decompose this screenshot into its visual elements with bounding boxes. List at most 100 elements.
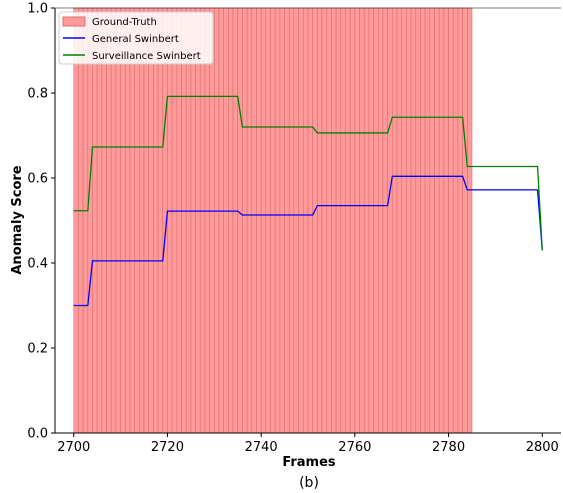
ground-truth-bar <box>406 7 412 434</box>
axes <box>54 7 561 434</box>
ground-truth-bar <box>270 7 276 434</box>
ground-truth-bar <box>326 7 332 434</box>
legend-general-swinbert-label: General Swinbert <box>92 34 179 45</box>
ground-truth-bar <box>181 7 187 434</box>
legend-surveillance-swinbert-label: Surveillance Swinbert <box>92 51 201 62</box>
y-axis-label: Anomaly Score <box>10 165 25 274</box>
ground-truth-bar <box>434 7 440 434</box>
ground-truth-bar <box>284 7 290 434</box>
series-lines <box>73 95 543 307</box>
ground-truth-bar <box>242 7 248 434</box>
general-swinbert-line <box>73 175 543 307</box>
ground-truth-bar <box>438 7 445 434</box>
y-tick-label: 0.8 <box>27 87 48 102</box>
ground-truth-bar <box>153 7 159 434</box>
ground-truth-bar <box>157 7 164 434</box>
ground-truth-bar <box>251 7 257 434</box>
ground-truth-bar <box>92 7 98 434</box>
ground-truth-bar <box>96 7 103 434</box>
ground-truth-bar <box>228 7 234 434</box>
ground-truth-bar <box>298 7 304 434</box>
ground-truth-bar <box>214 7 220 434</box>
ground-truth-bar <box>78 7 84 434</box>
y-tick-label: 1.0 <box>27 2 48 17</box>
ground-truth-bar <box>321 7 328 434</box>
x-tick-label: 2700 <box>57 440 90 455</box>
ground-truth-bar <box>293 7 299 434</box>
ground-truth-bar <box>246 7 253 434</box>
y-tick-label: 0.6 <box>27 172 48 187</box>
ground-truth-bar <box>359 7 365 434</box>
ground-truth-bar <box>401 7 407 434</box>
ground-truth-bar <box>279 7 285 434</box>
ground-truth-bar <box>237 7 243 434</box>
ground-truth-bar <box>176 7 182 434</box>
x-tick-label: 2760 <box>338 440 371 455</box>
ground-truth-bar <box>354 7 360 434</box>
ground-truth-bar <box>209 7 215 434</box>
legend-frame <box>58 11 214 65</box>
ground-truth-region <box>73 7 473 434</box>
ground-truth-bar <box>101 7 107 434</box>
ground-truth-bar <box>420 7 426 434</box>
ground-truth-bar <box>373 7 379 434</box>
ground-truth-bar <box>265 7 271 434</box>
ground-truth-bar <box>106 7 112 434</box>
ground-truth-bar <box>190 7 196 434</box>
ground-truth-bar <box>452 7 459 434</box>
ground-truth-bar <box>223 7 229 434</box>
ground-truth-bar <box>443 7 449 434</box>
ground-truth-bar <box>199 7 206 434</box>
ground-truth-bar <box>134 7 140 434</box>
ground-truth-bar <box>307 7 313 434</box>
y-tick-label: 0.2 <box>27 342 48 357</box>
ground-truth-bar <box>382 7 388 434</box>
ground-truth-bar <box>256 7 262 434</box>
ground-truth-bar <box>448 7 454 434</box>
x-tick-label: 2780 <box>432 440 465 455</box>
ground-truth-bar <box>129 7 135 434</box>
ground-truth-bar <box>124 7 131 434</box>
legend-ground-truth-swatch <box>62 16 86 27</box>
x-tick-label: 2740 <box>245 440 278 455</box>
ground-truth-bar <box>312 7 318 434</box>
ground-truth-bar <box>143 7 150 434</box>
ground-truth-bar <box>335 7 342 434</box>
ground-truth-bar <box>120 7 126 434</box>
legend: Ground-Truth General Swinbert Surveillan… <box>58 11 214 65</box>
ground-truth-bar <box>204 7 210 434</box>
y-tick-label: 0.4 <box>27 257 48 272</box>
ground-truth-bar <box>303 7 309 434</box>
x-tick-label: 2720 <box>151 440 184 455</box>
ground-truth-bar <box>340 7 346 434</box>
ground-truth-bar <box>274 7 281 434</box>
figure-caption: (b) <box>299 475 319 491</box>
legend-ground-truth-label: Ground-Truth <box>92 17 157 28</box>
y-tick-label: 0.0 <box>27 427 48 442</box>
x-tick-label: 2800 <box>526 440 559 455</box>
ground-truth-bar <box>429 7 435 434</box>
ground-truth-bar <box>195 7 201 434</box>
tick-labels: 2700 2720 2740 2760 2780 2800 0.0 0.2 0.4 0.6 0.8 1… <box>27 2 558 456</box>
surveillance-swinbert-line <box>73 95 543 251</box>
ground-truth-bar <box>232 7 239 434</box>
ground-truth-bar <box>317 7 323 434</box>
ground-truth-bar <box>392 7 398 434</box>
ground-truth-bar <box>377 7 384 434</box>
ground-truth-bar <box>185 7 192 434</box>
ground-truth-bar <box>148 7 154 434</box>
ground-truth-bar <box>331 7 337 434</box>
x-axis-label: Frames <box>282 455 336 470</box>
ground-truth-bar <box>171 7 178 434</box>
ground-truth-bar <box>110 7 117 434</box>
ground-truth-bar <box>167 7 173 434</box>
ground-truth-bar <box>82 7 89 434</box>
ground-truth-bar <box>349 7 356 434</box>
ground-truth-bar <box>466 7 473 434</box>
ground-truth-bar <box>368 7 374 434</box>
ground-truth-bar <box>115 7 121 434</box>
ground-truth-bar <box>363 7 370 434</box>
ground-truth-bar <box>139 7 145 434</box>
ground-truth-bar <box>415 7 421 434</box>
ground-truth-bar <box>288 7 295 434</box>
